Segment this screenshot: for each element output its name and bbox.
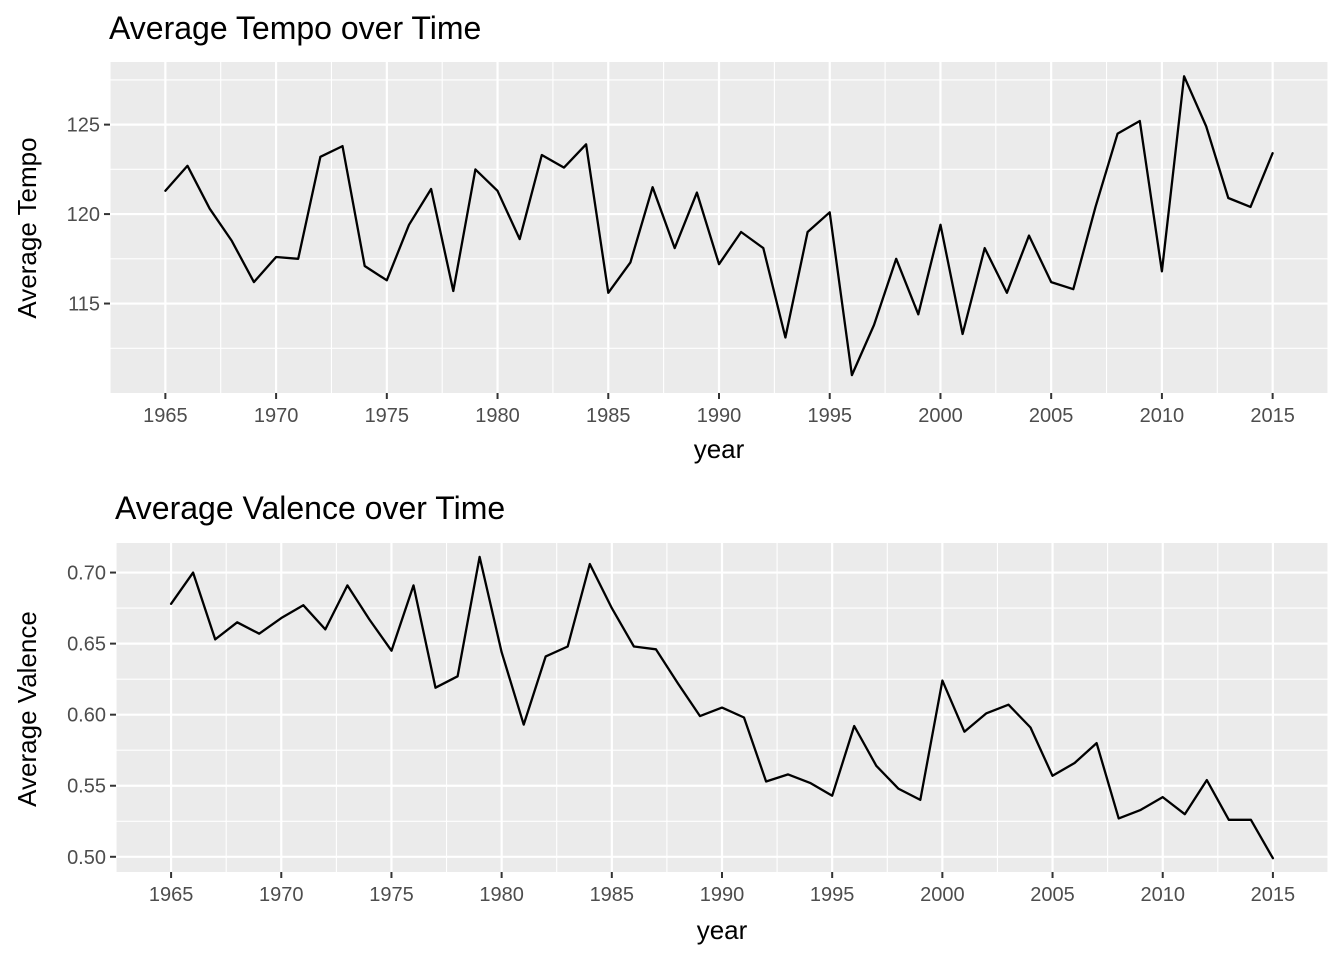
valence-y-axis-title: Average Valence	[12, 611, 42, 807]
tempo-series-line	[164, 75, 1274, 377]
tempo-y-axis-title: Average Tempo	[12, 137, 42, 318]
valence-y-tick-label: 0.50	[67, 847, 106, 869]
tempo-x-tick-label: 2005	[1029, 405, 1074, 427]
valence-chart: Average Valence over Time 0.500.550.600.…	[12, 490, 1329, 945]
tempo-x-tick-label: 1995	[807, 405, 852, 427]
tempo-y-tick-label: 115	[68, 294, 100, 316]
valence-y-tick-label: 0.55	[67, 776, 106, 798]
valence-x-tick-label: 1985	[590, 884, 635, 906]
valence-x-tick-label: 1975	[369, 884, 414, 906]
tempo-chart-title: Average Tempo over Time	[109, 10, 481, 46]
tempo-x-axis-title: year	[694, 434, 745, 464]
valence-chart-title: Average Valence over Time	[115, 490, 505, 526]
valence-x-tick-label: 2015	[1251, 884, 1296, 906]
tempo-x-tick-label: 1990	[697, 405, 742, 427]
valence-x-axis-title: year	[697, 915, 748, 945]
valence-x-tick-label: 1995	[810, 884, 855, 906]
tempo-x-tick-label: 1975	[365, 405, 410, 427]
tempo-x-tick-label: 1985	[586, 405, 631, 427]
tempo-x-tick-label: 1970	[254, 405, 299, 427]
valence-x-tick-label: 2005	[1030, 884, 1075, 906]
tempo-x-tick-label: 1980	[475, 405, 520, 427]
valence-x-tick-label: 1990	[700, 884, 745, 906]
valence-x-tick-label: 1980	[479, 884, 524, 906]
valence-y-axis: 0.50 0.55 0.60 0.65 0.70	[67, 563, 116, 869]
tempo-y-tick-label: 120	[67, 204, 100, 226]
valence-y-tick-label: 0.65	[67, 634, 106, 656]
tempo-x-tick-label: 2015	[1250, 405, 1295, 427]
valence-x-tick-label: 2000	[920, 884, 965, 906]
valence-x-axis: 1965 1970 1975 1980 1985 1990 1995 2000 2005 2010…	[149, 872, 1295, 906]
valence-gridlines	[115, 543, 1329, 872]
tempo-x-tick-label: 1965	[143, 405, 188, 427]
tempo-y-tick-label: 125	[67, 115, 100, 137]
tempo-x-tick-label: 2010	[1140, 405, 1185, 427]
valence-x-tick-label: 2010	[1140, 884, 1185, 906]
tempo-y-axis: 115 120 125	[67, 115, 110, 316]
tempo-gridlines	[109, 62, 1329, 393]
valence-x-tick-label: 1970	[259, 884, 304, 906]
tempo-x-tick-label: 2000	[918, 405, 963, 427]
valence-y-tick-label: 0.70	[67, 563, 106, 585]
valence-series-line	[169, 555, 1275, 860]
valence-y-tick-label: 0.60	[67, 705, 106, 727]
valence-x-tick-label: 1965	[149, 884, 194, 906]
tempo-x-axis: 1965 1970 1975 1980 1985 1990 1995 2000 2005 2010…	[143, 393, 1295, 427]
